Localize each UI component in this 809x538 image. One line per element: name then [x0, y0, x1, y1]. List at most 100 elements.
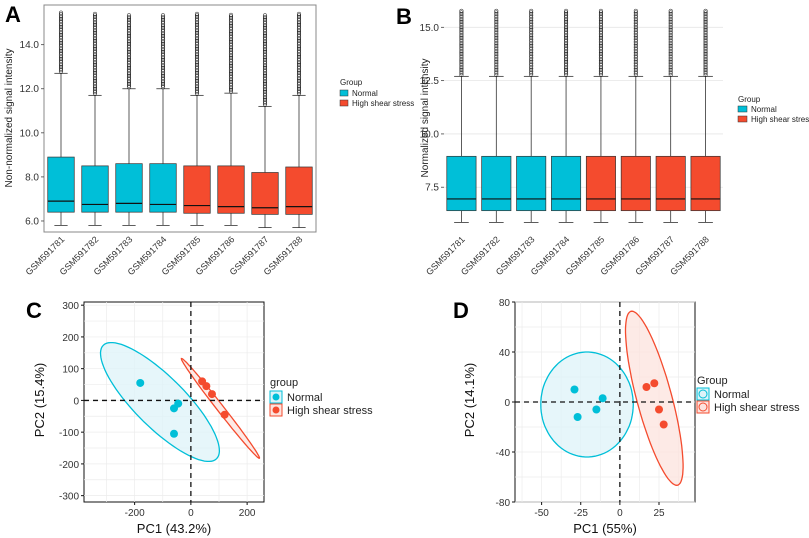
- panel-b-outliers: [529, 8, 534, 77]
- panel-b-outlier: [564, 32, 569, 37]
- panel-d-ylabel: PC2 (14.1%): [462, 363, 477, 437]
- panel-a-outlier: [58, 12, 64, 17]
- panel-b-outlier: [564, 23, 569, 28]
- panel-a-outlier: [194, 13, 200, 18]
- panel-a-outlier: [194, 39, 200, 44]
- panel-a-outlier: [228, 33, 234, 38]
- panel-a-outlier: [296, 23, 302, 28]
- panel-b-outlier: [494, 44, 499, 49]
- panel-b-outlier: [668, 71, 673, 76]
- panel-b-outlier: [668, 56, 673, 61]
- panel-a-ytick-label: 10.0: [20, 128, 40, 139]
- panel-a-outlier: [296, 35, 302, 40]
- panel-b-outlier: [564, 68, 569, 73]
- panel-a-outlier: [92, 21, 98, 26]
- panel-b-outlier: [633, 34, 638, 39]
- panel-a-box-7: [251, 13, 279, 228]
- panel-a-outlier: [58, 23, 64, 28]
- panel-a-box-8: [285, 11, 313, 228]
- panel-a-outlier: [126, 62, 132, 67]
- panel-a-outlier: [296, 43, 302, 48]
- panel-a-outlier: [92, 69, 98, 74]
- panel-a-outlier: [194, 26, 200, 31]
- panel-a-outlier: [126, 40, 132, 45]
- panel-a-outlier: [194, 19, 200, 24]
- panel-b-outlier: [633, 13, 638, 18]
- panel-a-legend-title: Group: [340, 78, 363, 87]
- panel-b-outlier: [633, 28, 638, 33]
- panel-a-outlier: [296, 90, 302, 95]
- panel-b-outlier: [459, 60, 464, 65]
- panel-a-ytick-label: 14.0: [20, 40, 40, 51]
- panel-b-outlier: [529, 50, 534, 55]
- panel-a-outlier: [92, 90, 98, 95]
- panel-a-outlier: [58, 56, 64, 62]
- panel-a-outlier: [296, 72, 302, 77]
- panel-a-outlier: [160, 72, 166, 77]
- panel-a-outlier: [58, 42, 64, 47]
- panel-a-outlier: [228, 35, 234, 40]
- panel-b-outlier: [633, 16, 638, 21]
- panel-a-legend: Group Normal High shear stress: [339, 78, 414, 108]
- panel-b-outlier: [668, 61, 673, 66]
- panel-a-outlier: [92, 58, 98, 63]
- panel-a-outlier: [296, 77, 302, 82]
- panel-a-outlier: [160, 75, 166, 80]
- panel-b-outlier: [494, 60, 499, 65]
- panel-b-outlier: [633, 66, 638, 71]
- panel-a-outlier: [194, 61, 200, 66]
- panel-b-outlier: [633, 37, 638, 42]
- panel-a-outlier: [160, 14, 166, 19]
- panel-b-outlier: [459, 40, 464, 45]
- panel-b-outlier: [459, 42, 464, 47]
- panel-b-outlier: [494, 15, 499, 20]
- panel-a-outlier: [126, 22, 132, 27]
- panel-b-outlier: [598, 18, 603, 23]
- panel-a-outlier: [194, 69, 200, 74]
- panel-a-outlier: [58, 50, 64, 55]
- panel-b-outliers: [633, 8, 638, 77]
- panel-b-outlier: [459, 44, 464, 49]
- panel-a-outlier: [58, 63, 64, 68]
- panel-a-outlier: [194, 79, 200, 84]
- panel-a-outlier: [194, 11, 200, 16]
- panel-a-outlier: [262, 74, 268, 79]
- panel-b-outlier: [703, 56, 708, 61]
- panel-a-outlier: [160, 19, 166, 24]
- panel-a-outlier: [92, 37, 98, 42]
- panel-b-outlier: [668, 64, 673, 69]
- panel-a-outlier: [126, 29, 132, 34]
- panel-d-legend: Group Normal High shear stress: [696, 375, 800, 414]
- panel-a-outlier: [126, 65, 132, 71]
- panel-b-outlier: [564, 18, 569, 23]
- panel-b-outlier: [703, 40, 708, 45]
- panel-a-outlier: [160, 59, 166, 64]
- panel-b-outlier: [668, 18, 673, 23]
- panel-b-outlier: [598, 26, 603, 31]
- panel-b-outlier: [633, 47, 638, 52]
- panel-b-outlier: [564, 39, 569, 44]
- panel-a-outlier: [296, 21, 302, 26]
- panel-b-outlier: [459, 68, 464, 73]
- panel-b-outlier: [703, 52, 708, 57]
- panel-a-outlier: [228, 40, 234, 45]
- panel-a-outlier: [126, 37, 132, 42]
- panel-b-outlier: [668, 26, 673, 31]
- panel-b-box-4: [551, 8, 582, 223]
- panel-a-outlier: [262, 37, 268, 42]
- panel-a-box-1: [47, 10, 75, 226]
- panel-b-outlier: [564, 15, 569, 20]
- panel-b-legend-title: Group: [738, 95, 761, 104]
- panel-b-outlier: [633, 40, 638, 45]
- panel-b-outlier: [633, 61, 638, 66]
- panel-a-outlier: [126, 49, 132, 55]
- panel-a-outlier: [262, 26, 268, 31]
- panel-b-box-2: [481, 8, 512, 223]
- panel-b-outlier: [459, 58, 464, 63]
- panel-b-outlier: [564, 72, 569, 77]
- panel-b-outlier: [494, 39, 499, 44]
- panel-a-outlier: [262, 14, 268, 19]
- panel-b-outlier: [633, 15, 638, 20]
- panel-b-outlier: [529, 72, 534, 77]
- panel-d-ytick-label: -40: [496, 448, 511, 459]
